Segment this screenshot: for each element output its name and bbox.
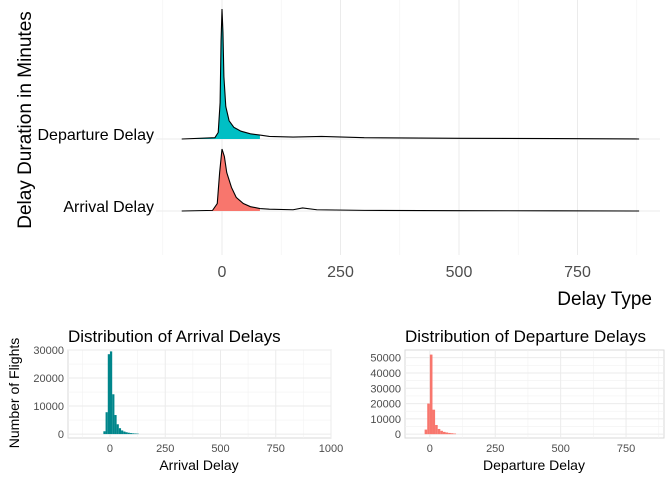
departure-histogram-y-tick-label: 10000: [370, 414, 401, 426]
departure-histogram-title: Distribution of Departure Delays: [405, 327, 646, 346]
departure-histogram-x-tick-label: 0: [427, 443, 433, 455]
arrival-histogram-bar: [107, 354, 110, 435]
arrival-histogram-y-axis-title: Number of Flights: [6, 338, 22, 448]
ridge-area-arrival-delay: [181, 149, 260, 211]
departure-histogram-y-tick-label: 30000: [370, 383, 401, 395]
departure-histogram-bar: [453, 433, 457, 435]
ridge-line-arrival-delay: [181, 148, 640, 212]
departure-histogram-bar: [432, 409, 436, 435]
arrival-histogram-bar: [105, 412, 108, 435]
ridgeline-x-axis-title: Delay Type: [557, 289, 652, 310]
departure-histogram-bar: [437, 428, 441, 435]
arrival-histogram-bar: [132, 433, 135, 435]
departure-histogram-panel: Distribution of Departure Delays 0 10000 2…: [370, 327, 665, 473]
departure-histogram-bar: [427, 403, 430, 435]
ridgeline-category-labels: Arrival Delay Departure Delay: [38, 127, 155, 216]
ridgeline-category-label: Arrival Delay: [63, 199, 154, 216]
arrival-histogram-x-tick-label: 750: [267, 443, 285, 455]
departure-histogram-ticks: 0 10000 20000 30000 40000 50000 0 250 500 750: [370, 353, 635, 455]
arrival-histogram-bar: [112, 394, 115, 435]
arrival-histogram-bar: [114, 415, 117, 435]
arrival-histogram-y-tick-label: 30000: [33, 345, 64, 357]
departure-histogram-x-tick-label: 500: [551, 443, 569, 455]
arrival-histogram-bar: [121, 430, 124, 435]
ridgeline-x-tick-label: 750: [564, 264, 591, 281]
departure-histogram-x-tick-label: 750: [617, 443, 635, 455]
ridgeline-series-group: [181, 8, 640, 212]
departure-histogram-y-tick-label: 40000: [370, 368, 401, 380]
arrival-histogram-x-tick-label: 500: [211, 443, 229, 455]
ridgeline-x-tick-label: 250: [327, 264, 354, 281]
arrival-histogram-x-tick-label: 250: [156, 443, 174, 455]
arrival-histogram-y-tick-label: 10000: [33, 401, 64, 413]
ridge-line-departure-delay: [181, 8, 640, 140]
ridgeline-y-axis-title: Delay Duration in Minutes: [15, 11, 36, 229]
ridgeline-x-tick-labels: 0 250 500 750: [218, 264, 591, 281]
arrival-histogram-x-tick-label: 0: [107, 443, 113, 455]
departure-histogram-bars: [424, 354, 457, 435]
arrival-histogram-x-axis-title: Arrival Delay: [159, 457, 238, 473]
arrival-histogram-ticks: 0 10000 20000 30000 0 250 500 750 1000: [33, 345, 343, 455]
departure-histogram-x-tick-label: 250: [486, 443, 504, 455]
ridgeline-category-label: Departure Delay: [38, 127, 155, 144]
departure-histogram-bar: [442, 431, 446, 435]
departure-histogram-bar: [424, 429, 428, 435]
departure-histogram-panel-border: [404, 349, 665, 439]
ridgeline-x-tick-label: 500: [446, 264, 473, 281]
departure-histogram-bar: [440, 430, 443, 435]
arrival-histogram-bar: [118, 428, 122, 435]
departure-histogram-bar: [429, 354, 433, 435]
arrival-histogram-bar: [116, 424, 119, 435]
arrival-histogram-y-tick-label: 20000: [33, 373, 64, 385]
arrival-histogram-bars: [103, 351, 139, 435]
departure-histogram-x-axis-title: Departure Delay: [483, 457, 585, 473]
arrival-histogram-bar: [123, 431, 126, 435]
departure-histogram-bar: [445, 432, 449, 435]
departure-histogram-bar: [448, 432, 451, 435]
arrival-histogram-y-tick-label: 0: [58, 429, 64, 441]
ridgeline-x-tick-label: 0: [218, 264, 227, 281]
arrival-histogram-x-tick-label: 1000: [319, 443, 343, 455]
arrival-histogram-bar: [103, 431, 106, 435]
departure-histogram-y-tick-label: 20000: [370, 399, 401, 411]
arrival-histogram-panel: Distribution of Arrival Delays 010000200…: [6, 327, 343, 473]
arrival-histogram-title: Distribution of Arrival Delays: [68, 327, 281, 346]
arrival-histogram-bar: [127, 432, 130, 435]
arrival-histogram-bar: [109, 351, 113, 435]
departure-histogram-bar: [435, 424, 438, 435]
arrival-histogram-bar: [125, 432, 128, 435]
departure-histogram-grid: [404, 349, 665, 439]
arrival-histogram-bar: [134, 433, 137, 435]
departure-histogram-y-tick-label: 0: [395, 429, 401, 441]
departure-histogram-y-tick-label: 50000: [370, 353, 401, 365]
arrival-histogram-bar: [129, 433, 133, 435]
departure-histogram-bar: [450, 433, 454, 435]
